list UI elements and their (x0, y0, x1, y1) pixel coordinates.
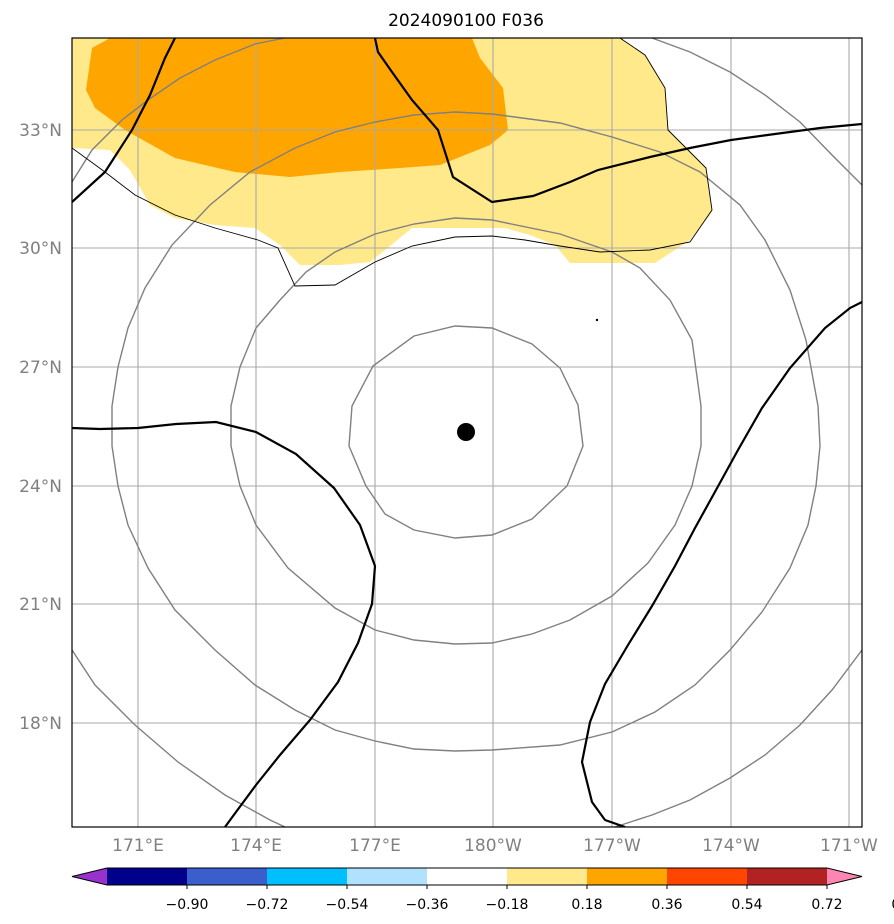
map-frame (71, 37, 863, 828)
contour-5 (651, 38, 862, 186)
longitude-labels: 171°E 174°E 177°E 180°W 177°W 174°W 171°… (112, 836, 878, 856)
colorbar-segment (507, 868, 588, 885)
colorbar-segment (587, 868, 668, 885)
colorbar-tick-label: 0.72 (811, 897, 842, 913)
colorbar-tick-label: −0.72 (246, 897, 289, 913)
front-line-north-central (373, 38, 862, 204)
lon-label: 171°W (820, 836, 878, 856)
lat-label: 21°N (19, 595, 62, 615)
colorbar-segment (427, 868, 508, 885)
colorbar-segment (267, 868, 348, 885)
map-title: 2024090100 F036 (388, 11, 544, 31)
lon-label: 174°W (702, 836, 760, 856)
contour-4 (72, 38, 286, 183)
latitude-labels: 33°N 30°N 27°N 24°N 21°N 18°N (19, 121, 62, 734)
colorbar-tick-label: 0.90 (891, 897, 894, 913)
lat-label: 27°N (19, 358, 62, 378)
lat-label: 30°N (19, 239, 62, 259)
colorbar: −0.90 −0.72 −0.54 −0.36 −0.18 0.18 0.36 0.54 0.7… (71, 867, 894, 913)
colorbar-tick-label: −0.90 (166, 897, 209, 913)
front-lines (72, 38, 862, 827)
contour-7 (614, 649, 862, 827)
colorbar-tick-label: 0.54 (731, 897, 762, 913)
colorbar-extend-low (72, 868, 107, 885)
lon-label: 180°W (464, 836, 522, 856)
small-point (595, 318, 599, 322)
lon-label: 177°E (349, 836, 401, 856)
colorbar-tick-label: −0.54 (326, 897, 369, 913)
pressure-contours (72, 38, 862, 827)
colorbar-extend-high (827, 868, 862, 885)
lat-label: 24°N (19, 477, 62, 497)
lat-label: 33°N (19, 121, 62, 141)
contour-3 (111, 111, 821, 752)
colorbar-tick-label: 0.36 (651, 897, 682, 913)
lon-label: 174°E (230, 836, 282, 856)
colorbar-tick-label: 0.18 (571, 897, 602, 913)
contour-6 (72, 649, 286, 827)
map-plot-area (72, 38, 862, 827)
lat-label: 18°N (19, 714, 62, 734)
thin-boundary-line (72, 38, 713, 287)
storm-center-marker (457, 423, 475, 441)
colorbar-segment (667, 868, 748, 885)
colorbar-outline (71, 867, 863, 886)
lon-label: 171°E (112, 836, 164, 856)
lon-label: 177°W (583, 836, 641, 856)
colorbar-tick-label: −0.36 (406, 897, 449, 913)
colorbar-segment (107, 868, 188, 885)
colorbar-tick-label: −0.18 (486, 897, 529, 913)
front-line-west (72, 420, 377, 827)
front-line-east (580, 301, 862, 827)
contour-2 (230, 217, 702, 645)
contour-1 (348, 325, 584, 539)
colorbar-segment (347, 868, 428, 885)
colorbar-segment (187, 868, 268, 885)
front-line-north (72, 38, 176, 203)
colorbar-segment (747, 868, 828, 885)
